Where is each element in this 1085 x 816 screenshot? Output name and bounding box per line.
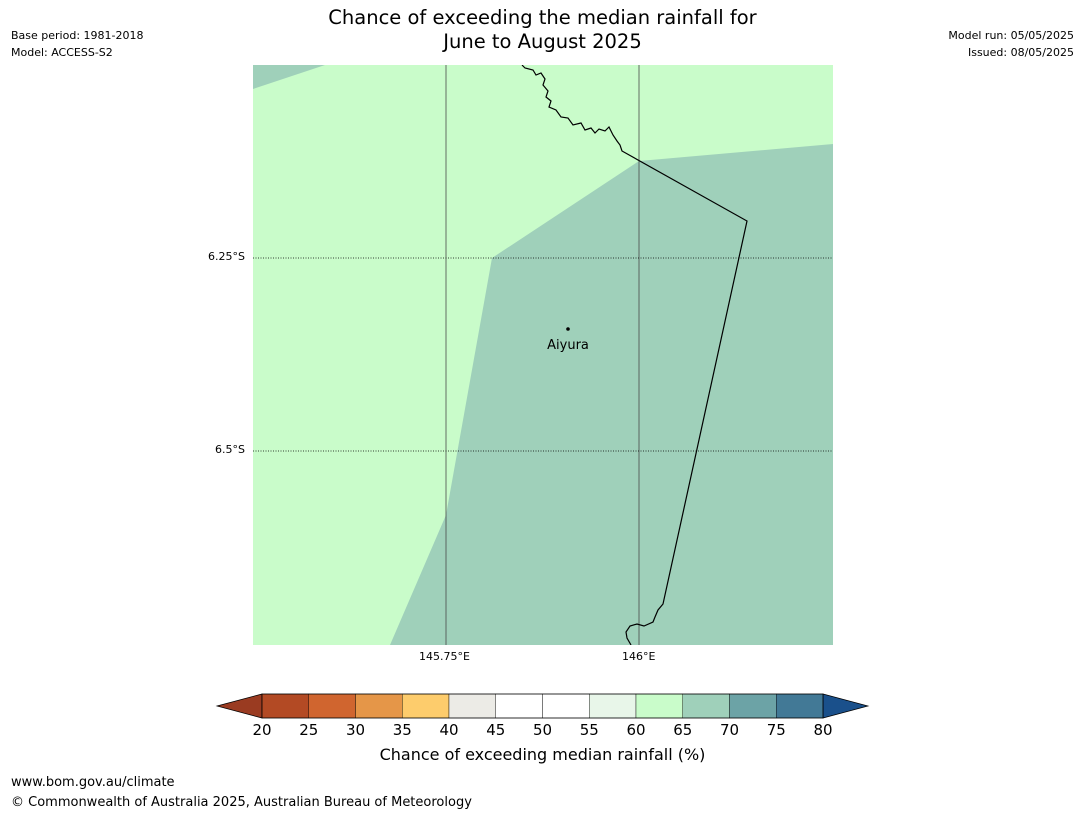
lat-label-6-25s: 6.25°S	[208, 250, 245, 263]
colorbar-frame	[261, 693, 824, 719]
colorbar-tick-label: 65	[673, 721, 692, 739]
colorbar-segment	[682, 693, 730, 719]
colorbar-segment	[448, 693, 496, 719]
footer-copyright: © Commonwealth of Australia 2025, Austra…	[11, 795, 472, 810]
colorbar-segments	[261, 693, 824, 719]
colorbar-segment	[261, 693, 309, 719]
band-65-70-region	[390, 144, 833, 645]
colorbar-tick-label: 75	[767, 721, 786, 739]
title-line-2: June to August 2025	[443, 30, 642, 53]
colorbar-tick-label: 30	[346, 721, 365, 739]
model-text: Model: ACCESS-S2	[11, 46, 113, 59]
meta-left: Base period: 1981-2018 Model: ACCESS-S2	[11, 27, 143, 61]
colorbar-segment	[635, 693, 683, 719]
map-title: Chance of exceeding the median rainfall …	[0, 6, 1085, 54]
colorbar-segment	[402, 693, 450, 719]
colorbar-tick-label: 25	[299, 721, 318, 739]
colorbar-under-triangle	[215, 693, 263, 719]
colorbar-segment	[729, 693, 777, 719]
band-65-70-northwest-patch	[253, 65, 325, 89]
colorbar-tick-label: 45	[486, 721, 505, 739]
colorbar-tick-label: 60	[626, 721, 645, 739]
colorbar-segment	[308, 693, 356, 719]
colorbar-tick-label: 55	[580, 721, 599, 739]
issued-text: Issued: 08/05/2025	[967, 46, 1074, 59]
lon-label-146e: 146°E	[622, 650, 656, 663]
model-run-text: Model run: 05/05/2025	[948, 29, 1074, 42]
colorbar-tick-label: 40	[439, 721, 458, 739]
lat-label-6-5s: 6.5°S	[215, 443, 245, 456]
border-line	[521, 65, 748, 645]
colorbar-segment	[495, 693, 543, 719]
colorbar-tick-label: 20	[252, 721, 271, 739]
colorbar-segment	[776, 693, 824, 719]
colorbar-segment	[542, 693, 590, 719]
base-period-text: Base period: 1981-2018	[11, 29, 144, 42]
colorbar-segment	[589, 693, 637, 719]
meta-right: Model run: 05/05/2025 Issued: 08/05/2025	[948, 27, 1074, 61]
lon-label-145-75e: 145.75°E	[419, 650, 470, 663]
forecast-map[interactable]: Aiyura	[253, 65, 833, 645]
colorbar-over-triangle	[822, 693, 870, 719]
colorbar-tick-label: 35	[393, 721, 412, 739]
title-line-1: Chance of exceeding the median rainfall …	[328, 6, 757, 29]
colorbar-tick-label: 50	[533, 721, 552, 739]
colorbar-tick-label: 80	[813, 721, 832, 739]
colorbar-segment	[355, 693, 403, 719]
colorbar-label: Chance of exceeding median rainfall (%)	[379, 745, 706, 764]
footer-url: www.bom.gov.au/climate	[11, 775, 175, 790]
aiyura-label: Aiyura	[547, 338, 589, 353]
colorbar-tick-label: 70	[720, 721, 739, 739]
colorbar-ticks: 20 25 30 35 40 45 50 55 60 65 70 75 80	[252, 721, 832, 739]
aiyura-marker	[566, 327, 570, 331]
